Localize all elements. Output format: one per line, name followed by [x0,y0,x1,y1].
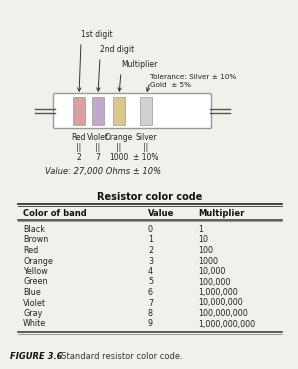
Text: 1,000,000: 1,000,000 [198,288,238,297]
Bar [140,97,152,125]
Text: ||: || [76,143,82,152]
Text: Resistor color code: Resistor color code [97,192,203,202]
Bar [113,97,125,125]
Text: ± 10%: ± 10% [133,153,159,162]
Text: Multiplier: Multiplier [198,208,244,217]
Text: 100: 100 [198,246,213,255]
Text: 6: 6 [148,288,153,297]
Text: Gold  ± 5%: Gold ± 5% [150,82,191,88]
Text: 2nd digit: 2nd digit [100,45,134,54]
Text: Blue: Blue [23,288,41,297]
Text: 9: 9 [148,320,153,328]
Text: 1: 1 [148,235,153,245]
Text: 1st digit: 1st digit [81,30,113,39]
Text: ||: || [95,143,101,152]
Text: 100,000: 100,000 [198,277,230,286]
Text: 2: 2 [148,246,153,255]
Bar [73,97,85,125]
Text: 1000: 1000 [109,153,129,162]
Text: 5: 5 [148,277,153,286]
Text: Value: Value [148,208,174,217]
FancyBboxPatch shape [54,93,212,128]
Text: 4: 4 [148,267,153,276]
Text: 1,000,000,000: 1,000,000,000 [198,320,255,328]
Text: Green: Green [23,277,47,286]
Text: Brown: Brown [23,235,48,245]
Text: 2: 2 [77,153,81,162]
Text: Value: 27,000 Ohms ± 10%: Value: 27,000 Ohms ± 10% [45,167,161,176]
Text: 7: 7 [148,299,153,307]
Text: 10,000,000: 10,000,000 [198,299,243,307]
Text: Yellow: Yellow [23,267,48,276]
Text: Silver: Silver [135,133,157,142]
Text: 10,000: 10,000 [198,267,225,276]
Text: 10: 10 [198,235,208,245]
Text: Orange: Orange [105,133,133,142]
Text: ||: || [117,143,122,152]
Text: 1000: 1000 [198,256,218,266]
Text: Black: Black [23,225,45,234]
Text: Standard resistor color code.: Standard resistor color code. [56,352,183,361]
Text: Tolerance: Silver ± 10%: Tolerance: Silver ± 10% [150,74,236,80]
Text: 7: 7 [96,153,100,162]
Text: 0: 0 [148,225,153,234]
Text: White: White [23,320,46,328]
Text: Red: Red [23,246,38,255]
Text: Violet: Violet [87,133,109,142]
Text: Orange: Orange [23,256,53,266]
Text: FIGURE 3.6: FIGURE 3.6 [10,352,63,361]
Text: Color of band: Color of band [23,208,87,217]
Text: 100,000,000: 100,000,000 [198,309,248,318]
Text: Violet: Violet [23,299,46,307]
Text: 3: 3 [148,256,153,266]
Text: Red: Red [72,133,86,142]
Text: Gray: Gray [23,309,42,318]
Text: ||: || [143,143,149,152]
Text: Multiplier: Multiplier [121,60,157,69]
Text: 1: 1 [198,225,203,234]
Bar [92,97,104,125]
Text: 8: 8 [148,309,153,318]
